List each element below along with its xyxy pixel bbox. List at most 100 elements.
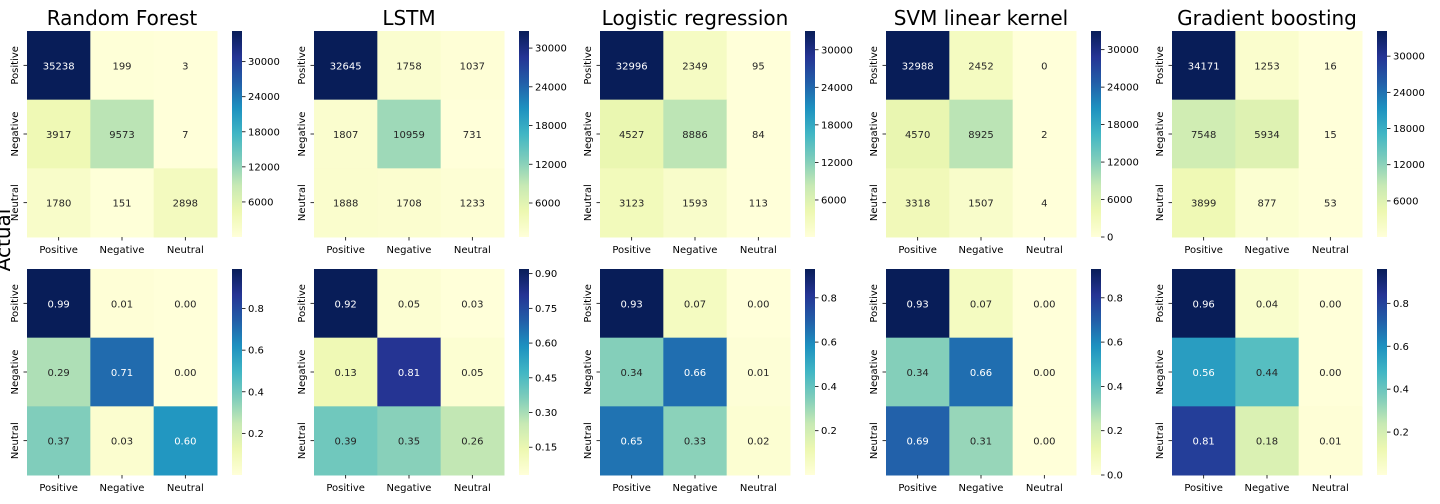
- heatmap-panel: Random Forest 35238 199 3 3917 9573 7 1780 151 28…: [10, 6, 280, 256]
- cell-value-label: 1253: [1254, 61, 1279, 72]
- colorbar-tick-label: 30000: [248, 57, 280, 68]
- colorbar-tick-label: 18000: [535, 121, 567, 132]
- cell-value-label: 0.01: [1319, 437, 1341, 448]
- y-tick-label: Negative: [1155, 112, 1166, 157]
- cell-value-label: 1233: [460, 199, 485, 210]
- y-tick-label: Negative: [869, 112, 880, 157]
- heatmap-cell: [1235, 31, 1300, 101]
- y-tick-label: Negative: [297, 350, 308, 395]
- cell-value-label: 32645: [330, 61, 362, 72]
- cell-value-label: 0.05: [398, 299, 420, 310]
- panel-title: Logistic regression: [602, 6, 789, 30]
- cell-value-label: 0.37: [48, 437, 70, 448]
- heatmap-panel: Gradient boosting 34171 1253 16 7548 5934 15 38…: [1155, 6, 1425, 256]
- heatmap-cell: [1298, 269, 1363, 339]
- cell-value-label: 0.01: [747, 368, 769, 379]
- heatmap-cell: [726, 406, 791, 476]
- cell-value-label: 0.33: [684, 437, 706, 448]
- heatmap-cell: [314, 168, 378, 238]
- heatmap-panel: Logistic regression 32996 2349 95 4527 8886 84…: [583, 6, 853, 256]
- colorbar-tick-label: 0.75: [535, 304, 557, 315]
- colorbar-tick-label: 0.8: [1393, 299, 1409, 310]
- heatmap-cell: [600, 269, 664, 339]
- colorbar-tick-label: 18000: [248, 127, 280, 138]
- cell-value-label: 113: [749, 199, 768, 210]
- x-tick-label: Negative: [387, 483, 432, 494]
- cell-value-label: 1507: [968, 199, 993, 210]
- cell-value-label: 151: [112, 199, 131, 210]
- cell-value-label: 0.69: [907, 437, 929, 448]
- cell-value-label: 0.00: [174, 368, 196, 379]
- x-tick-label: Neutral: [1312, 483, 1349, 494]
- cell-value-label: 32996: [616, 61, 648, 72]
- colorbar: [232, 269, 242, 475]
- panel-title: Gradient boosting: [1177, 6, 1357, 30]
- heatmap-cell: [1012, 168, 1077, 238]
- heatmap-panel: 0.96 0.04 0.00 0.56 0.44 0.00 0.81 0.18 0.01 Posi…: [1155, 269, 1409, 494]
- x-tick-label: Positive: [1184, 245, 1223, 256]
- heatmap-cell: [27, 269, 91, 339]
- x-tick-label: Neutral: [1026, 483, 1063, 494]
- colorbar-tick-label: 0.0: [1107, 471, 1123, 482]
- colorbar-tick-label: 6000: [1107, 195, 1132, 206]
- cell-value-label: 0.04: [1256, 299, 1278, 310]
- x-tick-label: Negative: [959, 483, 1004, 494]
- heatmap-cell: [153, 99, 218, 169]
- heatmap-cell: [440, 31, 505, 101]
- cell-value-label: 199: [112, 61, 131, 72]
- heatmap-cell: [314, 406, 378, 476]
- y-tick-label: Negative: [10, 112, 21, 157]
- cell-value-label: 2: [1041, 130, 1047, 141]
- cell-value-label: 3899: [1191, 199, 1216, 210]
- heatmap-cell: [663, 168, 728, 238]
- cell-value-label: 0.05: [461, 368, 483, 379]
- cell-value-label: 0.93: [621, 299, 643, 310]
- cell-value-label: 0.71: [111, 368, 133, 379]
- heatmap-cell: [153, 168, 218, 238]
- x-tick-label: Positive: [39, 483, 78, 494]
- heatmap-cell: [1298, 99, 1363, 169]
- cell-value-label: 0.07: [684, 299, 706, 310]
- cell-value-label: 0.92: [335, 299, 357, 310]
- heatmap-cell: [726, 337, 791, 407]
- colorbar-tick-label: 24000: [535, 82, 567, 93]
- y-tick-label: Negative: [869, 350, 880, 395]
- colorbar-tick-label: 0.8: [821, 293, 837, 304]
- heatmap-cell: [314, 99, 378, 169]
- colorbar: [805, 31, 815, 237]
- heatmap-cell: [600, 168, 664, 238]
- y-tick-label: Negative: [583, 112, 594, 157]
- heatmap-cell: [886, 269, 950, 339]
- heatmap-cell: [1012, 31, 1077, 101]
- y-tick-label: Neutral: [869, 422, 880, 459]
- x-tick-label: Neutral: [740, 483, 777, 494]
- cell-value-label: 0.31: [970, 437, 992, 448]
- y-tick-label: Positive: [869, 46, 880, 85]
- cell-value-label: 0.34: [907, 368, 929, 379]
- heatmap-cell: [440, 406, 505, 476]
- panel-title: SVM linear kernel: [894, 6, 1069, 30]
- heatmap-cell: [1012, 99, 1077, 169]
- colorbar-tick-label: 0.6: [821, 338, 837, 349]
- cell-value-label: 0.96: [1193, 299, 1215, 310]
- x-tick-label: Positive: [326, 483, 365, 494]
- cell-value-label: 0.02: [747, 437, 769, 448]
- cell-value-label: 1780: [46, 199, 71, 210]
- heatmap-cell: [377, 168, 442, 238]
- colorbar-tick-label: 0.8: [248, 304, 264, 315]
- heatmap-cell: [949, 269, 1014, 339]
- cell-value-label: 0: [1041, 61, 1047, 72]
- y-tick-label: Positive: [1155, 284, 1166, 323]
- heatmap-cell: [886, 31, 950, 101]
- cell-value-label: 0.18: [1256, 437, 1278, 448]
- cell-value-label: 1888: [333, 199, 358, 210]
- colorbar: [805, 269, 815, 475]
- y-tick-label: Positive: [297, 284, 308, 323]
- colorbar-tick-label: 0.60: [535, 339, 557, 350]
- heatmap-cell: [1235, 337, 1300, 407]
- y-tick-label: Neutral: [869, 184, 880, 221]
- heatmap-cell: [27, 168, 91, 238]
- cell-value-label: 0.07: [970, 299, 992, 310]
